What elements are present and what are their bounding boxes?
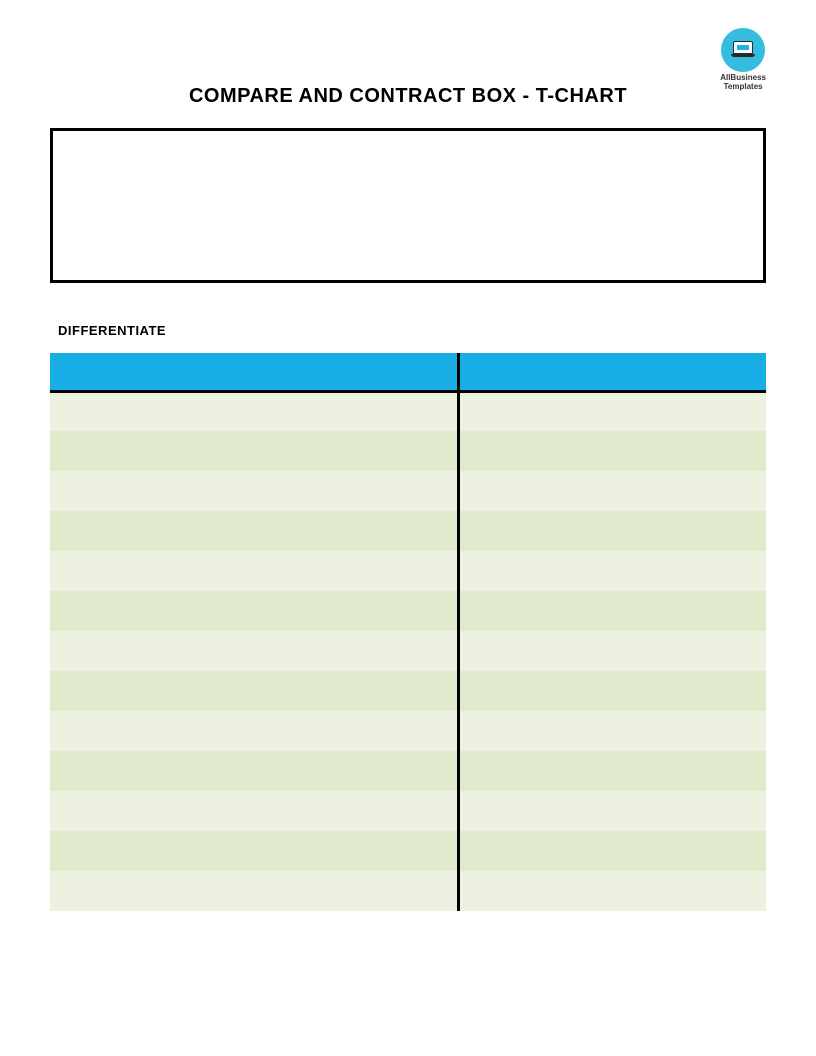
t-chart-table (50, 353, 766, 911)
t-chart-cell-right (458, 631, 766, 671)
t-chart-cell-right (458, 391, 766, 431)
t-chart-row (50, 711, 766, 751)
t-chart-row (50, 511, 766, 551)
t-chart-cell-left (50, 511, 458, 551)
t-chart-row (50, 631, 766, 671)
t-chart-row (50, 871, 766, 911)
t-chart-header-left (50, 353, 458, 391)
t-chart-cell-right (458, 511, 766, 551)
t-chart-cell-left (50, 791, 458, 831)
t-chart-cell-right (458, 751, 766, 791)
t-chart-cell-left (50, 871, 458, 911)
t-chart-row (50, 831, 766, 871)
differentiate-label: DIFFERENTIATE (58, 323, 766, 338)
t-chart-cell-right (458, 471, 766, 511)
t-chart-cell-left (50, 631, 458, 671)
t-chart-cell-right (458, 831, 766, 871)
t-chart-cell-left (50, 431, 458, 471)
t-chart-cell-right (458, 871, 766, 911)
t-chart-header-right (458, 353, 766, 391)
t-chart-row (50, 671, 766, 711)
page-title: COMPARE AND CONTRACT BOX - T-CHART (50, 85, 766, 108)
t-chart-cell-right (458, 791, 766, 831)
logo-circle (721, 28, 765, 72)
t-chart-cell-right (458, 711, 766, 751)
t-chart-cell-right (458, 431, 766, 471)
t-chart-row (50, 591, 766, 631)
t-chart-cell-left (50, 831, 458, 871)
compare-contract-box (50, 128, 766, 283)
t-chart-row (50, 471, 766, 511)
t-chart-cell-left (50, 591, 458, 631)
t-chart-row (50, 551, 766, 591)
t-chart-cell-right (458, 591, 766, 631)
t-chart-cell-left (50, 391, 458, 431)
t-chart-cell-left (50, 751, 458, 791)
logo-text-line2: Templates (720, 83, 766, 92)
t-chart-cell-right (458, 671, 766, 711)
t-chart-cell-left (50, 671, 458, 711)
laptop-icon (731, 41, 755, 59)
t-chart-row (50, 391, 766, 431)
t-chart-cell-left (50, 471, 458, 511)
t-chart-cell-left (50, 551, 458, 591)
t-chart-row (50, 791, 766, 831)
t-chart-row (50, 431, 766, 471)
t-chart-header-row (50, 353, 766, 391)
t-chart-cell-right (458, 551, 766, 591)
brand-logo: AllBusiness Templates (720, 28, 766, 92)
t-chart-cell-left (50, 711, 458, 751)
t-chart-row (50, 751, 766, 791)
